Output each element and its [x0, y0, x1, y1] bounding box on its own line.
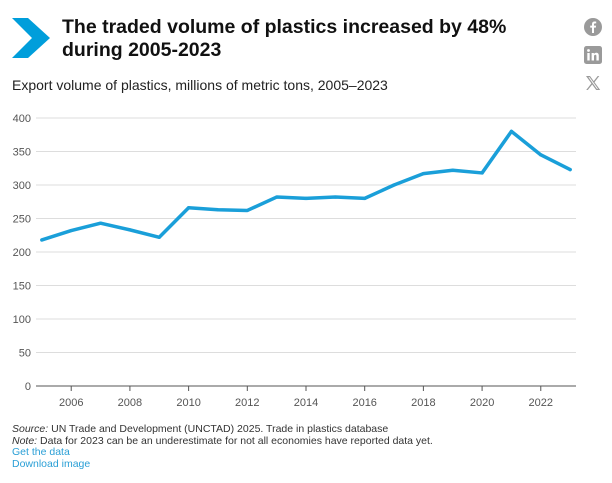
- x-tick-label: 2020: [470, 397, 494, 409]
- gridlines: [36, 117, 576, 353]
- x-tick-label: 2022: [529, 397, 553, 409]
- data-point: [451, 168, 455, 172]
- x-tick-label: 2018: [411, 397, 435, 409]
- y-tick-label: 200: [13, 247, 31, 259]
- y-tick-label: 250: [13, 214, 31, 226]
- data-point: [40, 238, 44, 242]
- series-line: [40, 129, 572, 242]
- data-point: [539, 153, 543, 157]
- source-text: UN Trade and Development (UNCTAD) 2025. …: [48, 423, 389, 435]
- y-tick-label: 350: [13, 147, 31, 159]
- series-layer: [40, 129, 572, 242]
- get-data-link[interactable]: Get the data: [12, 446, 70, 459]
- x-tick-label: 2014: [294, 397, 318, 409]
- chart-title: The traded volume of plastics increased …: [62, 16, 532, 62]
- data-point: [275, 195, 279, 199]
- chart-subtitle: Export volume of plastics, millions of m…: [12, 77, 388, 93]
- x-tick-label: 2010: [176, 397, 200, 409]
- data-point: [216, 208, 220, 212]
- data-point: [333, 195, 337, 199]
- chart-title-line-1: The traded volume of plastics increased …: [62, 16, 507, 38]
- source-note: Source: UN Trade and Development (UNCTAD…: [12, 423, 602, 436]
- x-tick-label: 2008: [118, 397, 142, 409]
- y-tick-label: 150: [13, 281, 31, 293]
- x-tick-label: 2006: [59, 397, 83, 409]
- data-note: Note: Data for 2023 can be an underestim…: [12, 434, 602, 448]
- data-point: [128, 228, 132, 232]
- y-tick-label: 100: [13, 314, 31, 326]
- x-axis-ticks: 2006 2008 2010 2012 2014 2016 2018 2020 2022: [36, 385, 576, 409]
- data-point: [157, 235, 161, 239]
- source-label: Source:: [12, 423, 49, 435]
- data-point: [509, 129, 514, 133]
- chart-header: The traded volume of plastics increased …: [0, 12, 612, 72]
- chevron-logo-icon: [12, 18, 50, 58]
- data-point: [98, 221, 103, 225]
- data-point: [480, 171, 484, 175]
- y-axis-ticks: 0 50 100 150 200 250 300 350 400: [13, 113, 31, 393]
- y-tick-label: 50: [19, 348, 31, 360]
- data-point: [363, 196, 367, 200]
- chart-footer: Source: UN Trade and Development (UNCTAD…: [12, 423, 602, 470]
- x-tick-label: 2012: [235, 397, 259, 409]
- data-point: [245, 208, 249, 213]
- data-point: [304, 196, 308, 200]
- chart-title-line-2: during 2005-2023: [62, 39, 222, 61]
- x-icon[interactable]: [583, 73, 603, 93]
- y-tick-label: 300: [13, 180, 31, 192]
- y-tick-label: 0: [25, 381, 31, 393]
- y-tick-label: 400: [13, 113, 31, 125]
- note-text: Data for 2023 can be an underestimate fo…: [37, 434, 433, 447]
- facebook-icon[interactable]: [583, 17, 603, 37]
- line-chart: 0 50 100 150 200 250 300 350 400 2006 2008 2010 201…: [13, 113, 576, 409]
- note-label: Note:: [12, 434, 38, 447]
- x-tick-label: 2016: [352, 397, 376, 409]
- data-point: [421, 172, 425, 176]
- download-image-link[interactable]: Download image: [12, 457, 91, 470]
- data-point: [568, 167, 572, 172]
- data-point: [187, 206, 191, 210]
- data-point: [69, 228, 73, 233]
- data-point: [392, 183, 396, 187]
- linkedin-icon[interactable]: [583, 45, 603, 65]
